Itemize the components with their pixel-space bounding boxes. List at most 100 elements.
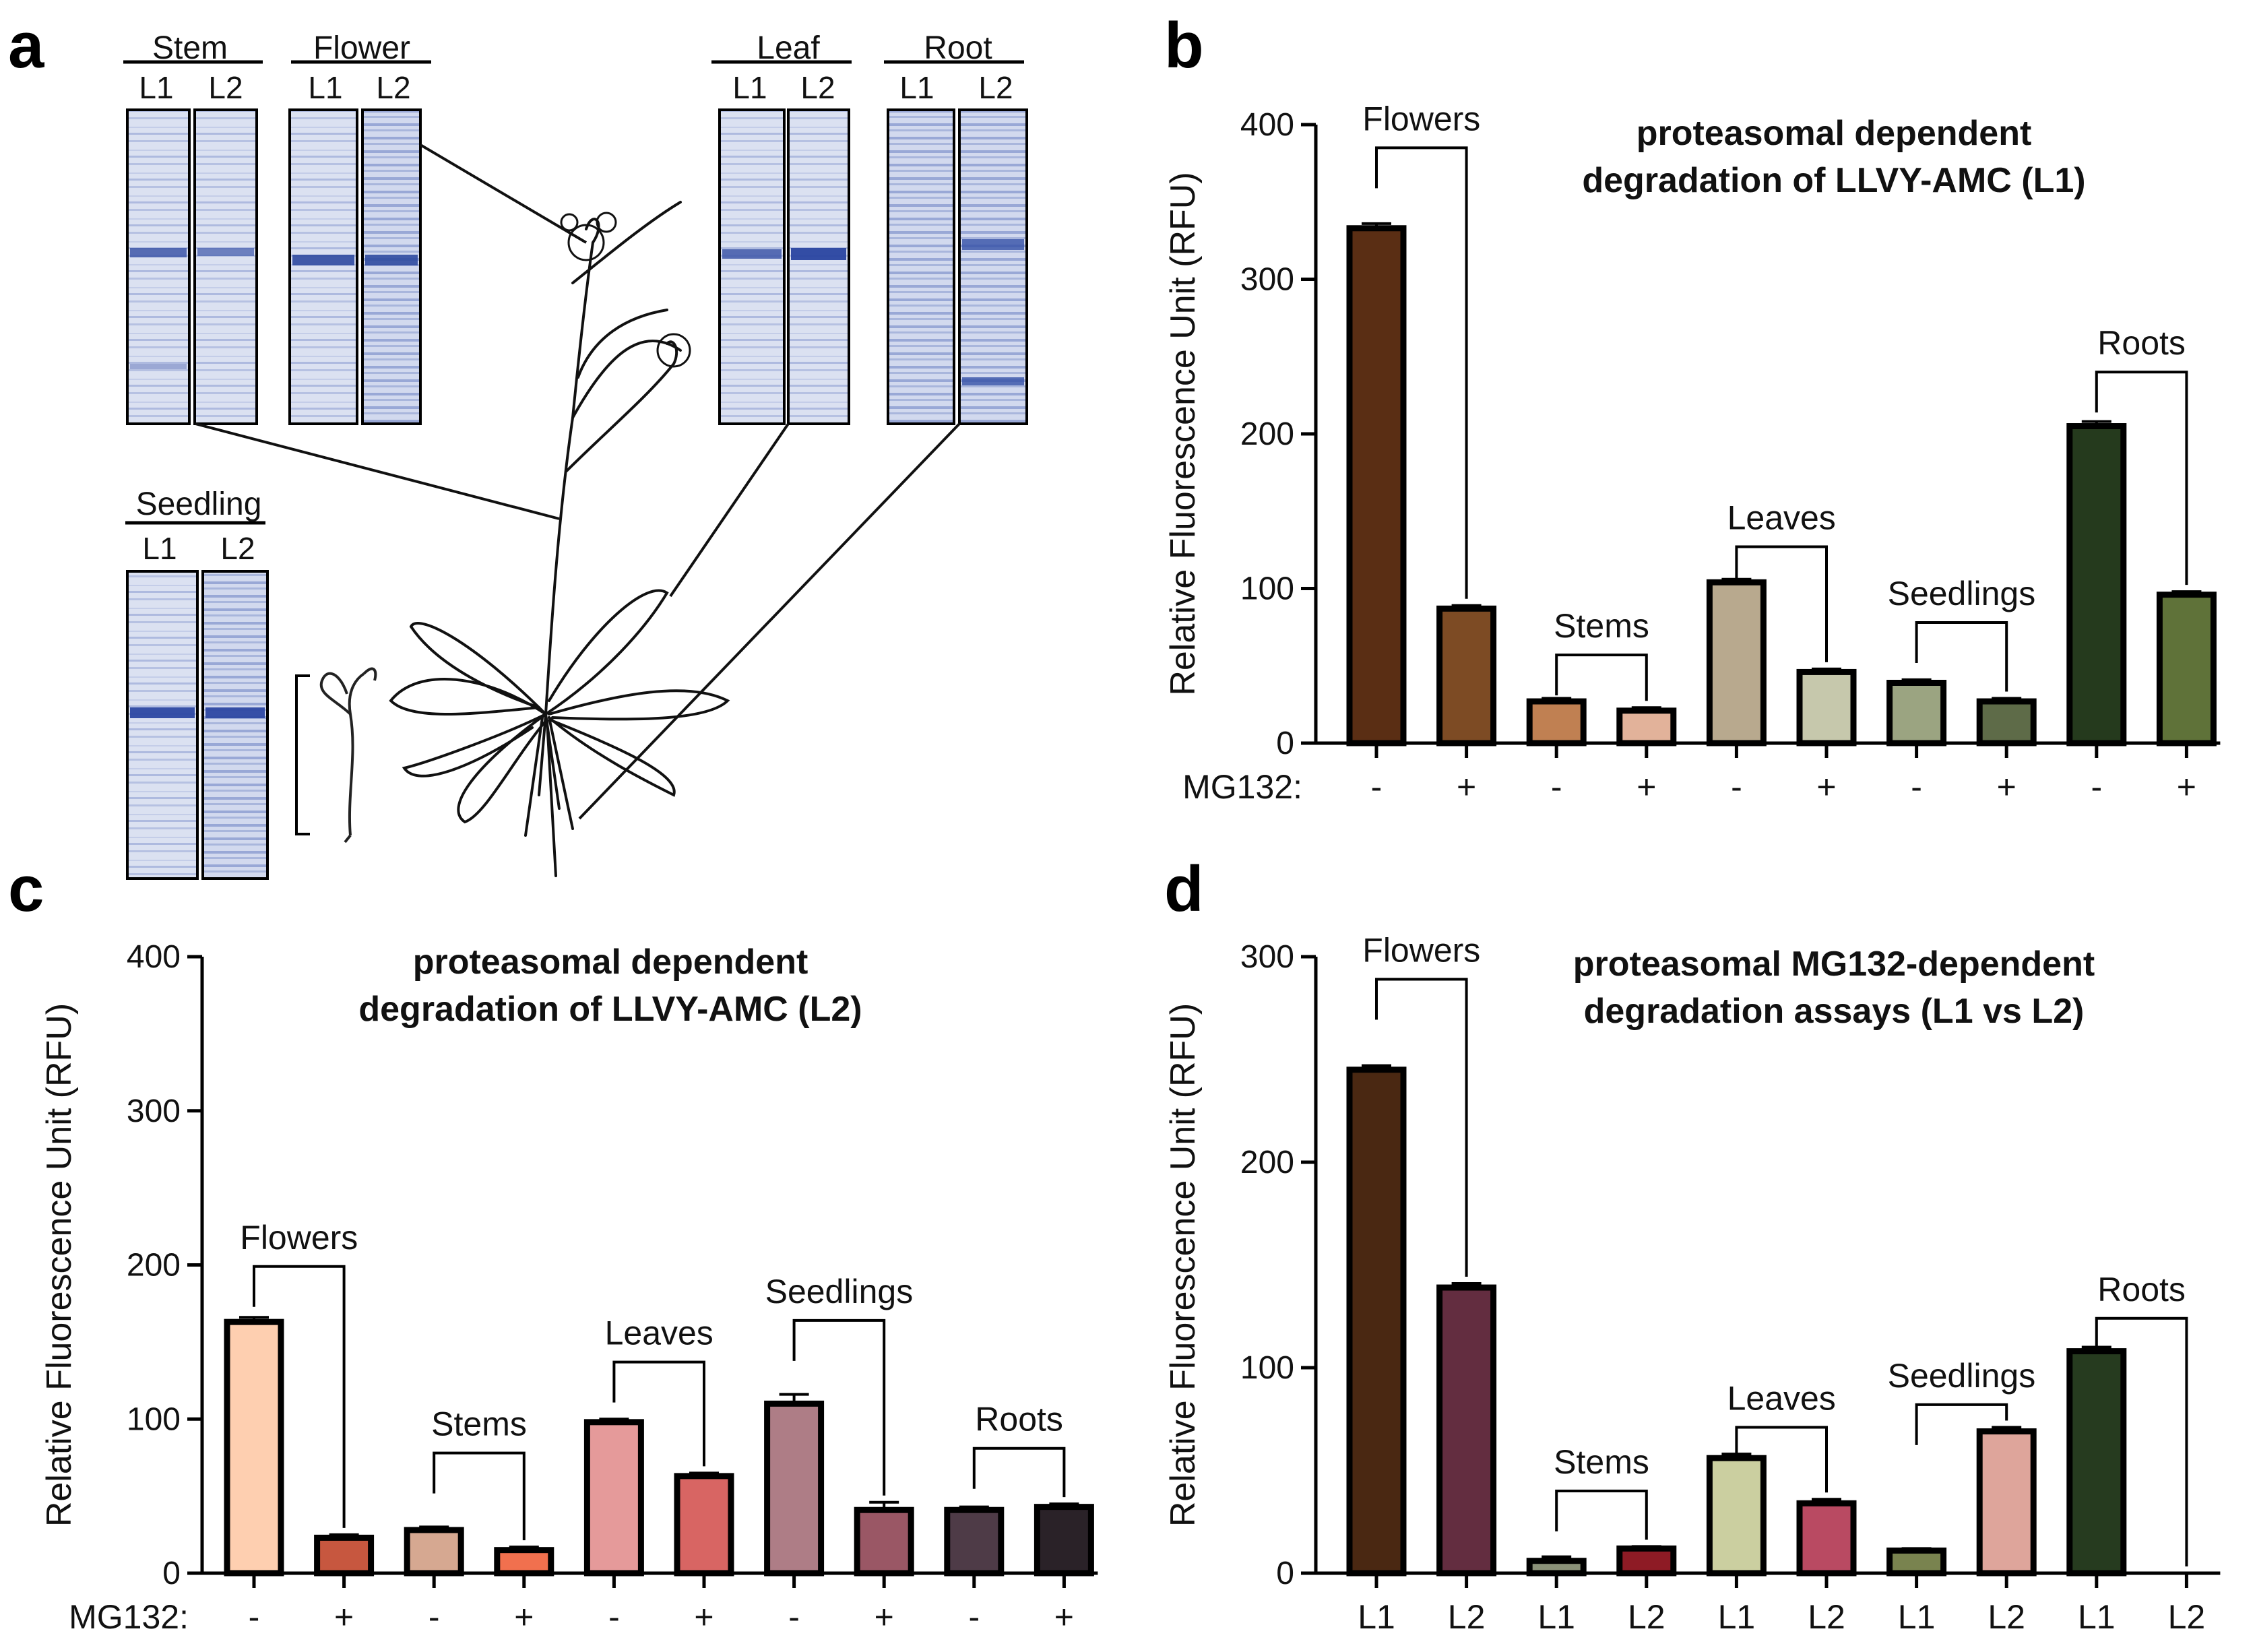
group-bracket	[1555, 1490, 1648, 1540]
x-tick-label: +	[2177, 768, 2196, 806]
group-label: Flowers	[1362, 932, 1480, 970]
y-tick-label: 200	[127, 1248, 181, 1283]
x-tick-label: +	[1816, 768, 1836, 806]
chart-d-title-line: degradation assays (L1 vs L2)	[1584, 992, 2085, 1031]
bar	[854, 1506, 914, 1577]
group-bracket	[1735, 545, 1828, 662]
bar	[314, 1534, 375, 1577]
bar	[1796, 1500, 1857, 1577]
y-tick-label: 0	[1276, 1556, 1294, 1591]
gel-seedling-lane-2-image	[201, 570, 269, 880]
gel-root-lane-2-image	[958, 108, 1028, 425]
y-tick-label: 300	[1240, 939, 1294, 975]
x-tick-label: -	[1911, 768, 1922, 806]
gel-leaf-title: Leaf	[757, 30, 820, 66]
chart-c-title-line: degradation of LLVY-AMC (L2)	[358, 990, 862, 1029]
y-tick-label: 400	[1240, 107, 1294, 143]
gel-flower-lane-2: L2	[376, 70, 410, 105]
gel-stem-lane-1: L1	[139, 70, 173, 105]
gel-root-title: Root	[924, 30, 992, 66]
gel-leaf-lane-1: L1	[732, 70, 767, 105]
bar	[494, 1547, 554, 1577]
bar	[404, 1527, 464, 1577]
bar	[1346, 1067, 1407, 1577]
y-tick-label: 300	[1240, 262, 1294, 298]
group-label: Flowers	[240, 1219, 358, 1257]
gel-seedling-lane-2: L2	[220, 531, 255, 566]
panel-label-d: d	[1164, 853, 1204, 925]
bar	[1436, 605, 1497, 746]
bar	[1976, 1428, 2037, 1577]
x-tick-label: -	[788, 1598, 800, 1636]
group-bracket	[1375, 146, 1468, 599]
group-label: Seedlings	[765, 1273, 914, 1310]
x-tick-label: +	[1457, 768, 1476, 806]
panel-label-a: a	[8, 9, 44, 82]
y-tick-label: 100	[1240, 1350, 1294, 1386]
chart-c-y-axis-label: Relative Fluorescence Unit (RFU)	[40, 1003, 79, 1527]
bar	[674, 1473, 734, 1577]
y-tick-label: 100	[1240, 571, 1294, 607]
y-tick-label: 200	[1240, 1145, 1294, 1180]
gel-flower-lane-2-image	[361, 108, 422, 425]
bar	[1526, 1558, 1587, 1577]
x-tick-label: -	[1551, 768, 1562, 806]
gel-stem-lane-2-image	[193, 108, 258, 425]
bar	[1886, 679, 1947, 746]
gel-seedling-lane-1-image	[126, 570, 199, 880]
gel-stem-title: Stem	[152, 30, 228, 66]
x-tick-label: L2	[2168, 1598, 2206, 1636]
x-axis-label-mg132: MG132:	[1182, 768, 1302, 806]
panel-label-b: b	[1164, 9, 1204, 82]
x-tick-label: +	[875, 1598, 894, 1636]
group-label: Leaves	[605, 1314, 713, 1352]
panel-label-c: c	[8, 853, 44, 925]
y-tick-label: 400	[127, 939, 181, 975]
group-label: Roots	[2097, 1271, 2186, 1308]
x-tick-label: +	[334, 1598, 354, 1636]
gel-root: Root L1 L2	[884, 30, 1028, 425]
bar	[1616, 707, 1677, 746]
group-bracket	[1375, 978, 1468, 1277]
x-tick-label: L1	[2078, 1598, 2116, 1636]
y-tick-label: 300	[127, 1093, 181, 1129]
bar	[1706, 579, 1767, 746]
group-bracket	[1915, 1403, 2008, 1445]
gel-seedling: Seedling L1 L2	[125, 486, 269, 880]
chart-d: proteasomal MG132-dependent degradation a…	[1164, 932, 2221, 1636]
x-tick-label: +	[1997, 768, 2016, 806]
gel-leaf-lane-2-image	[787, 108, 850, 425]
group-label: Stems	[1554, 607, 1649, 645]
chart-c-title-line: proteasomal dependent	[413, 943, 808, 982]
group-bracket	[253, 1265, 346, 1528]
y-tick-label: 0	[162, 1556, 181, 1591]
x-tick-label: -	[608, 1598, 620, 1636]
chart-d-title-line: proteasomal MG132-dependent	[1573, 945, 2095, 984]
x-tick-label: -	[2091, 768, 2102, 806]
bar	[1526, 698, 1587, 746]
x-tick-label: +	[694, 1598, 713, 1636]
plant-illustration	[389, 201, 730, 877]
group-label: Flowers	[1362, 100, 1480, 137]
seedling-drawing	[319, 667, 377, 844]
bar	[2066, 423, 2127, 746]
group-label: Leaves	[1727, 499, 1836, 537]
group-bracket	[792, 1319, 886, 1496]
x-tick-label: -	[1371, 768, 1383, 806]
bar	[1976, 698, 2037, 746]
bar	[1796, 668, 1857, 746]
gel-stem: Stem L1 L2	[123, 30, 263, 425]
bar	[764, 1400, 825, 1577]
gel-leaf-lane-2: L2	[800, 70, 835, 105]
chart-d-y-axis-label: Relative Fluorescence Unit (RFU)	[1164, 1003, 1203, 1527]
x-tick-label: L1	[1537, 1598, 1575, 1636]
bar	[1616, 1545, 1677, 1577]
gel-seedling-title: Seedling	[136, 486, 262, 522]
gel-root-lane-2: L2	[978, 70, 1013, 105]
y-tick-label: 200	[1240, 416, 1294, 452]
group-label: Stems	[431, 1405, 527, 1443]
bar	[1886, 1547, 1947, 1577]
chart-b-y-axis-label: Relative Fluorescence Unit (RFU)	[1164, 172, 1203, 695]
gel-root-lane-1: L1	[899, 70, 934, 105]
seedling-bracket	[295, 674, 310, 835]
